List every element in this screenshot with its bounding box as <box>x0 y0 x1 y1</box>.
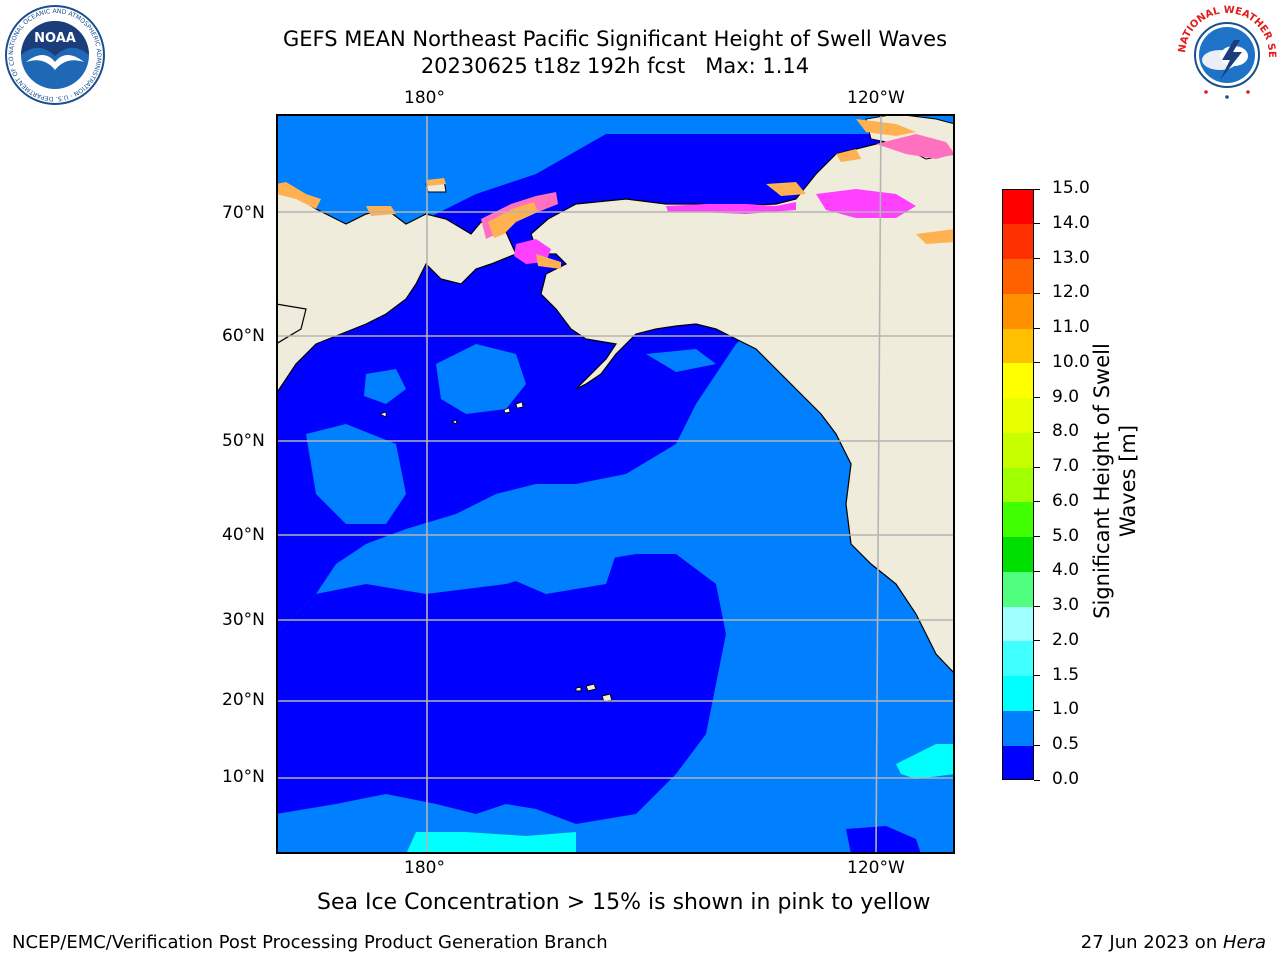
colorbar-tick-label: 7.0 <box>1052 456 1080 477</box>
footer-credit: NCEP/EMC/Verification Post Processing Pr… <box>12 932 608 953</box>
colorbar-tick-label: 13.0 <box>1052 247 1090 268</box>
colorbar-tick-label: 10.0 <box>1052 351 1090 372</box>
colorbar-tick-mark <box>1034 292 1040 294</box>
colorbar-tick-mark <box>1034 431 1040 433</box>
colorbar-tick-mark <box>1034 362 1040 364</box>
footer-host: Hera <box>1222 932 1266 953</box>
colorbar-segment <box>1002 397 1034 433</box>
colorbar-tick-label: 14.0 <box>1052 212 1090 233</box>
colorbar <box>1002 189 1034 781</box>
footer-date: 27 Jun 2023 on Hera <box>1081 932 1266 953</box>
nws-logo: NATIONAL WEATHER SERVICE <box>1176 4 1277 104</box>
colorbar-tick-label: 9.0 <box>1052 386 1080 407</box>
lat-label-30n: 30°N <box>222 610 265 630</box>
lat-label-60n: 60°N <box>222 326 265 346</box>
colorbar-tick-mark <box>1034 466 1040 468</box>
colorbar-tick-label: 3.0 <box>1052 595 1080 616</box>
colorbar-tick-mark <box>1034 397 1040 399</box>
colorbar-segment <box>1002 467 1034 503</box>
lon-label-bottom-180: 180° <box>404 858 445 878</box>
colorbar-tick-mark <box>1034 605 1040 607</box>
chart-title: GEFS MEAN Northeast Pacific Significant … <box>282 27 948 51</box>
colorbar-segment <box>1002 328 1034 364</box>
colorbar-tick-mark <box>1034 501 1040 503</box>
colorbar-segment <box>1002 710 1034 746</box>
lat-label-40n: 40°N <box>222 525 265 545</box>
chart-subtitle: 20230625 t18z 192h fcst Max: 1.14 <box>420 54 810 78</box>
colorbar-segment <box>1002 189 1034 225</box>
colorbar-segment <box>1002 258 1034 294</box>
colorbar-tick-mark <box>1034 536 1040 538</box>
colorbar-tick-mark <box>1034 640 1040 642</box>
lon-label-bottom-120w: 120°W <box>847 858 905 878</box>
lat-label-20n: 20°N <box>222 690 265 710</box>
colorbar-label: Significant Height of Swell Waves [m] <box>1089 271 1141 691</box>
map-frame <box>276 114 955 854</box>
colorbar-segment <box>1002 536 1034 572</box>
footer-date-text: 27 Jun 2023 on <box>1080 932 1223 953</box>
ocean-swell-0-0.5-central <box>276 554 726 824</box>
colorbar-tick-mark <box>1034 258 1040 260</box>
colorbar-tick-label: 8.0 <box>1052 421 1080 442</box>
colorbar-segment <box>1002 640 1034 677</box>
colorbar-tick-mark <box>1034 709 1040 711</box>
colorbar-tick-label: 0.0 <box>1052 769 1080 789</box>
land-north-america <box>530 128 955 675</box>
colorbar-tick-mark <box>1034 779 1040 781</box>
sea-ice-note: Sea Ice Concentration > 15% is shown in … <box>317 890 931 915</box>
graticule <box>276 114 955 854</box>
colorbar-tick-label: 12.0 <box>1052 282 1090 303</box>
colorbar-tick-mark <box>1034 570 1040 572</box>
sea-ice-beaufort <box>666 202 796 214</box>
colorbar-segment <box>1002 675 1034 711</box>
colorbar-segment <box>1002 432 1034 468</box>
lat-label-10n: 10°N <box>222 767 265 787</box>
lon-label-top-120w: 120°W <box>847 88 905 108</box>
colorbar-frame <box>1002 189 1034 780</box>
colorbar-tick-mark <box>1034 223 1040 225</box>
colorbar-tick-label: 4.0 <box>1052 560 1080 581</box>
colorbar-segment <box>1002 293 1034 329</box>
colorbar-tick-label: 11.0 <box>1052 317 1090 338</box>
noaa-logo-text: NOAA <box>34 31 76 46</box>
lat-label-70n: 70°N <box>222 203 265 223</box>
colorbar-tick-label: 1.5 <box>1052 664 1080 685</box>
ocean-swell-1.0-1.5-east <box>896 744 955 779</box>
colorbar-tick-label: 0.5 <box>1052 734 1080 755</box>
colorbar-tick-label: 6.0 <box>1052 490 1080 511</box>
colorbar-tick-label: 2.0 <box>1052 629 1080 650</box>
colorbar-tick-mark <box>1034 327 1040 329</box>
colorbar-label-line1: Significant Height of Swell <box>1090 343 1114 619</box>
colorbar-label-line2: Waves [m] <box>1116 424 1140 538</box>
colorbar-segment <box>1002 606 1034 642</box>
colorbar-tick-label: 15.0 <box>1052 178 1090 198</box>
colorbar-tick-mark <box>1034 188 1040 190</box>
lon-label-top-180: 180° <box>404 88 445 108</box>
colorbar-segment <box>1002 223 1034 259</box>
noaa-logo: NATIONAL OCEANIC AND ATMOSPHERIC ADMINIS… <box>4 4 105 105</box>
colorbar-tick-mark <box>1034 675 1040 677</box>
colorbar-tick-label: 1.0 <box>1052 699 1080 720</box>
lat-label-50n: 50°N <box>222 431 265 451</box>
colorbar-segment <box>1002 362 1034 399</box>
colorbar-segment <box>1002 571 1034 607</box>
colorbar-tick-label: 5.0 <box>1052 525 1080 546</box>
colorbar-segment <box>1002 501 1034 538</box>
colorbar-tick-mark <box>1034 744 1040 746</box>
colorbar-segment <box>1002 745 1034 781</box>
map-panel <box>276 114 955 854</box>
ocean-swell-1.0-1.5-south <box>406 832 576 854</box>
